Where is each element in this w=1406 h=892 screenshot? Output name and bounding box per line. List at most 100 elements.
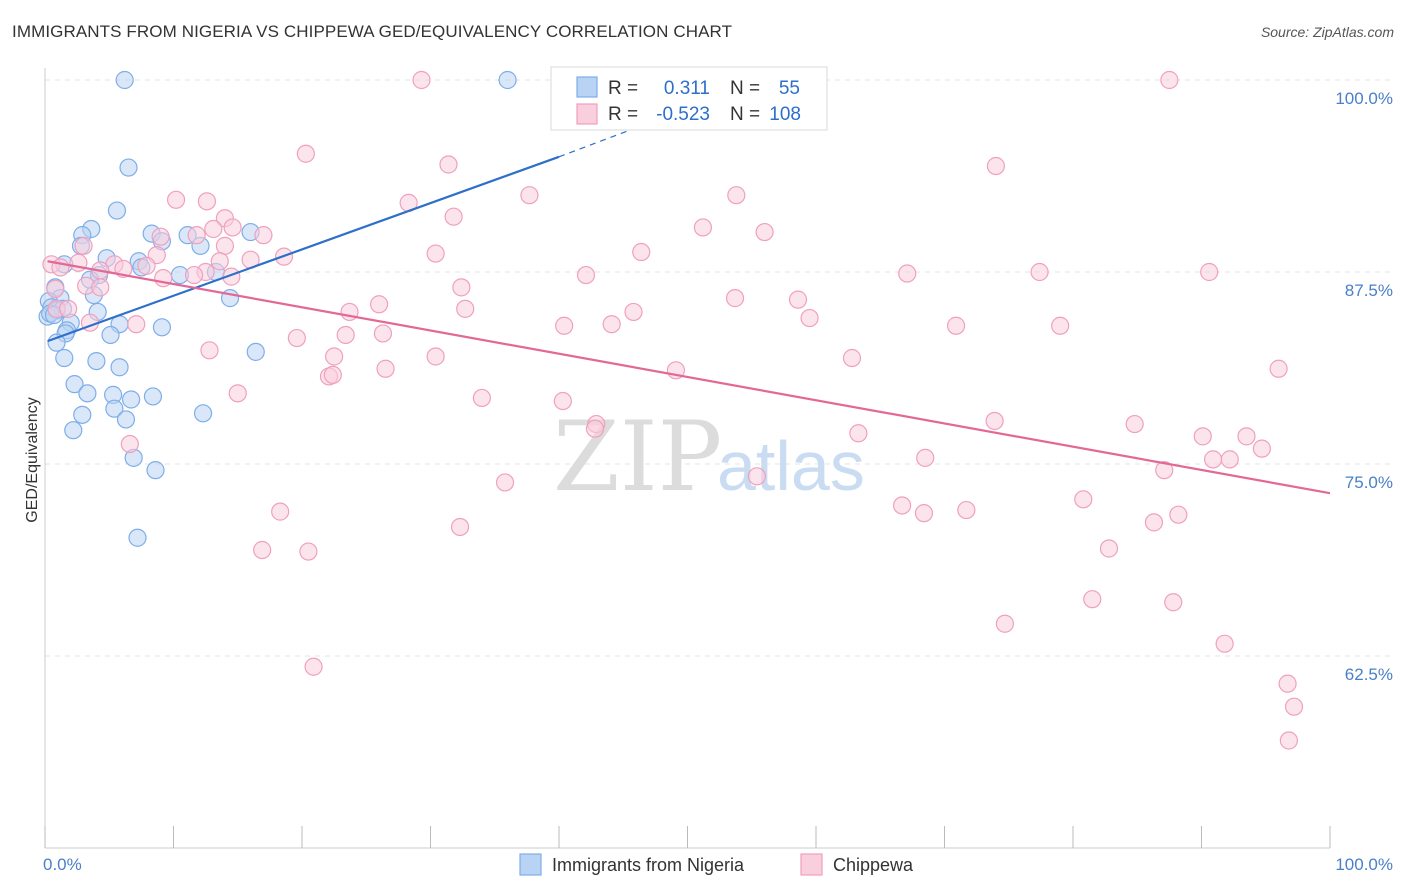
data-point (336, 325, 355, 345)
data-point (325, 347, 344, 366)
data-point (995, 614, 1014, 633)
data-point (916, 448, 935, 467)
data-point (747, 467, 766, 486)
data-point (228, 384, 247, 403)
data-point (223, 218, 242, 237)
data-point (151, 227, 170, 246)
series-chippewa (42, 70, 1304, 750)
data-point (1155, 461, 1174, 480)
data-point (254, 226, 273, 245)
data-point (91, 278, 110, 297)
legend-swatch-nigeria (576, 76, 598, 98)
watermark-zip: ZIP (553, 401, 722, 513)
data-point (110, 358, 129, 377)
data-point (412, 70, 431, 90)
data-point (128, 528, 147, 547)
data-point (788, 290, 808, 309)
y-axis-label: GED/Equivalency (24, 397, 41, 522)
watermark: ZIP atlas (553, 401, 865, 513)
data-point (986, 156, 1006, 176)
data-point (127, 315, 146, 334)
data-point (472, 388, 491, 408)
data-point (1200, 262, 1219, 282)
data-point (495, 473, 515, 492)
data-point (184, 265, 204, 285)
data-point (957, 500, 976, 520)
data-point (370, 295, 389, 314)
data-point (87, 351, 106, 371)
data-point (985, 411, 1004, 431)
data-point (727, 186, 746, 205)
data-point (121, 390, 141, 409)
data-point (246, 342, 265, 361)
data-point (693, 218, 713, 237)
data-point (1252, 439, 1271, 458)
data-point (585, 419, 605, 438)
data-point (105, 399, 124, 418)
data-point (204, 219, 223, 239)
data-point (107, 201, 127, 220)
axes (44, 68, 1331, 849)
data-point (898, 264, 917, 283)
data-point (520, 186, 539, 205)
y-tick-label: 75.0% (1345, 473, 1393, 492)
data-point (101, 325, 120, 345)
data-point (1203, 450, 1223, 469)
data-point (119, 158, 138, 177)
data-point (1193, 427, 1212, 446)
legend-n-label-2: N = (730, 104, 760, 125)
data-point (1284, 697, 1304, 716)
watermark-atlas: atlas (717, 427, 865, 505)
data-point (65, 375, 84, 394)
legend-swatch-chippewa (576, 103, 598, 125)
data-point (200, 341, 219, 360)
data-point (78, 384, 97, 403)
data-point (1169, 505, 1188, 524)
data-point (450, 517, 470, 537)
data-point (215, 236, 234, 255)
legend-r-label-1: R = (608, 78, 638, 99)
tick-labels: 100.0% 87.5% 75.0% 62.5% 0.0% 100.0% (43, 89, 1393, 874)
data-point (1125, 414, 1144, 434)
data-point (498, 70, 517, 90)
data-point (576, 265, 596, 285)
stats-legend: R = 0.311 N = 55 R = -0.523 N = 108 (550, 66, 828, 131)
data-point (602, 315, 621, 334)
data-point (632, 242, 651, 262)
data-point (1074, 490, 1093, 509)
data-point (1144, 513, 1164, 532)
data-point (46, 279, 65, 298)
data-point (553, 391, 572, 411)
legend-n-value-2: 108 (769, 104, 801, 125)
legend-n-value-1: 55 (779, 78, 800, 99)
data-point (1051, 316, 1070, 335)
data-point (426, 244, 445, 263)
data-point (137, 256, 156, 275)
series-legend-label-nigeria: Immigrants from Nigeria (552, 855, 745, 875)
data-point (271, 502, 290, 521)
data-point (323, 365, 342, 385)
data-point (456, 299, 475, 318)
data-point (376, 359, 395, 378)
series-legend-swatch-nigeria (519, 853, 542, 876)
legend-r-value-2: -0.523 (656, 104, 710, 125)
data-point (253, 540, 272, 560)
data-point (74, 236, 93, 255)
data-point (1237, 427, 1256, 446)
data-point (116, 410, 136, 429)
data-point (946, 316, 966, 335)
data-point (197, 192, 217, 211)
data-point (166, 190, 186, 209)
data-point (624, 302, 643, 322)
data-point (452, 278, 471, 297)
data-point (426, 347, 445, 366)
source-label: Source: ZipAtlas.com (1260, 24, 1394, 40)
data-point (287, 328, 306, 348)
data-point (73, 405, 92, 424)
data-point (444, 207, 463, 226)
series-legend-label-chippewa: Chippewa (833, 855, 914, 875)
data-point (892, 496, 912, 515)
data-point (115, 70, 134, 90)
data-point (800, 308, 819, 328)
